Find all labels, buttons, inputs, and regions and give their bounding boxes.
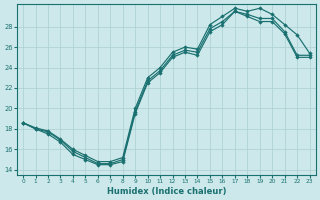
X-axis label: Humidex (Indice chaleur): Humidex (Indice chaleur) — [107, 187, 226, 196]
